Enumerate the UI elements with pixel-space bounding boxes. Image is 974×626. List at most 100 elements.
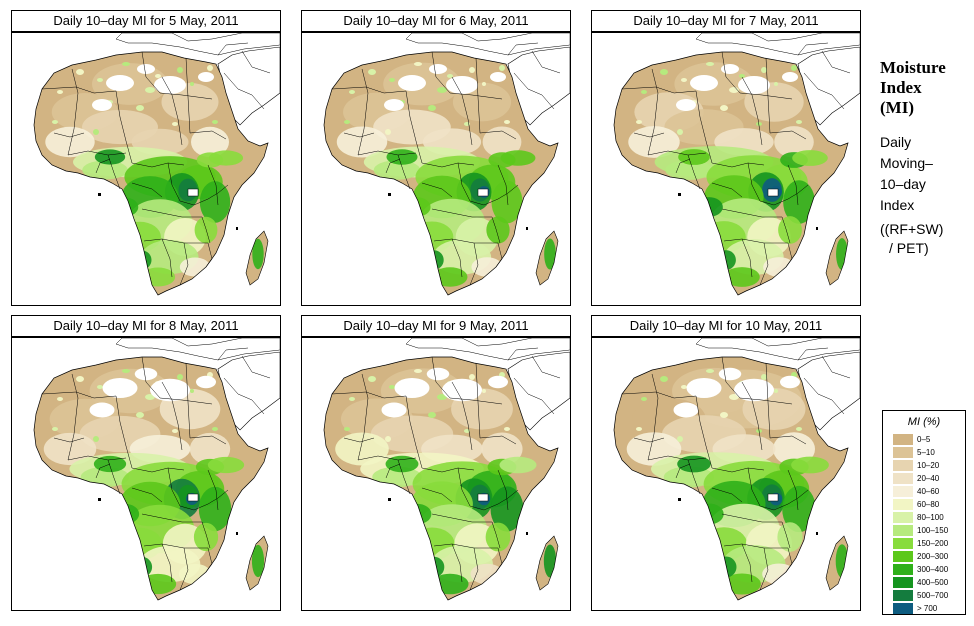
africa-coastline [33,51,269,296]
country-border [451,381,473,451]
africa-mi-map [33,33,280,296]
country-border [185,57,191,134]
country-border [633,132,665,138]
lake-victoria [477,493,489,502]
lake-victoria [767,188,779,197]
panel-title: Daily 10–day MI for 8 May, 2011 [11,315,281,337]
country-border [647,68,659,156]
country-border [143,543,208,549]
map-panel-1: Daily 10–day MI for 5 May, 2011 [11,10,281,306]
africa-mi-map [323,338,570,601]
country-border [217,347,249,361]
country-border [107,154,121,190]
legend-swatch [893,512,913,523]
country-border [469,547,479,591]
map-frame [11,32,281,306]
country-border [141,513,202,523]
country-border [433,543,498,549]
country-border [115,90,133,164]
country-border [223,72,265,110]
country-border [787,164,799,206]
africa-mi-map [613,33,860,296]
country-border [531,50,561,74]
legend-label: 80–100 [917,513,944,522]
europe-outline [115,33,280,56]
madagascar-coastline [535,230,559,286]
island-marker [388,193,391,196]
country-border [193,489,229,511]
country-border [241,355,271,379]
map-panel-2: Daily 10–day MI for 6 May, 2011 [301,10,571,306]
country-border [167,467,195,511]
country-border [803,377,845,415]
country-border [107,459,121,495]
country-border [421,487,453,503]
mi-legend: MI (%) 0–5 5–10 10–20 20–40 40–60 60–80 … [882,410,966,615]
madagascar-coastline [245,535,269,591]
legend-label: 150–200 [917,539,949,548]
country-border [479,130,517,140]
formula-line: ((RF+SW) [880,221,944,237]
index-title-line: (MI) [880,98,914,117]
map-panel-6: Daily 10–day MI for 10 May, 2011 [591,315,861,611]
panel-title: Daily 10–day MI for 6 May, 2011 [301,10,571,32]
europe-outline [115,338,280,361]
country-border [223,377,265,415]
country-border [41,86,117,94]
map-frame [591,32,861,306]
country-border [531,355,561,379]
legend-swatch [893,434,913,445]
country-border [711,467,765,473]
country-border [781,216,791,244]
island-marker [526,227,528,230]
island-marker [816,227,818,230]
island-marker [236,227,238,230]
map-panel-4: Daily 10–day MI for 8 May, 2011 [11,315,281,611]
country-border [343,132,375,138]
legend-item: 100–150 [893,524,965,537]
legend-label: 5–10 [917,448,935,457]
legend-label: 40–60 [917,487,940,496]
legend-item: 5–10 [893,446,965,459]
country-border [451,238,463,278]
country-border [189,435,227,445]
country-border [785,547,793,573]
country-border [421,467,475,473]
country-border [621,391,697,399]
legend-swatch [893,499,913,510]
legend-item: 0–5 [893,433,965,446]
country-border [115,395,133,469]
country-border [161,381,183,451]
country-border [721,356,793,405]
country-border [95,463,111,479]
country-border [469,242,479,286]
country-border [495,242,503,268]
country-border [483,184,519,206]
island-marker [98,193,101,196]
country-border [479,435,517,445]
country-border [207,469,219,511]
country-border [647,455,707,461]
country-border [431,356,503,405]
map-frame [11,337,281,611]
country-border [451,76,473,146]
country-border [781,521,791,549]
africa-coastline [323,356,559,601]
island-marker [816,532,818,535]
lake-victoria [187,493,199,502]
description-line: 10–day [880,176,926,192]
country-border [821,50,851,74]
legend-swatch [893,486,913,497]
country-border [765,362,771,439]
country-border [457,467,485,511]
country-border [647,150,707,156]
panel-title: Daily 10–day MI for 7 May, 2011 [591,10,861,32]
country-border [207,164,219,206]
country-border [695,395,713,469]
country-border [431,51,503,100]
island-marker [98,498,101,501]
africa-mi-map [613,338,860,601]
island-marker [236,532,238,535]
country-border [497,469,509,511]
africa-coastline [323,51,559,296]
